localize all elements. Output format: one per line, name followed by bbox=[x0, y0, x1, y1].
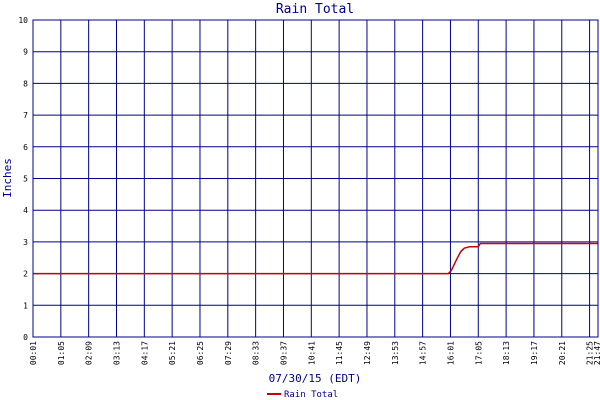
x-tick-label: 00:01 bbox=[29, 341, 38, 365]
x-tick-label: 21:25 bbox=[586, 341, 595, 365]
x-tick-label: 16:01 bbox=[446, 341, 455, 365]
x-tick-label: 06:25 bbox=[196, 341, 205, 365]
chart-title: Rain Total bbox=[276, 2, 354, 17]
y-tick-labels: 0 1 2 3 4 5 6 7 8 9 10 bbox=[18, 16, 28, 342]
x-tick-label: 17:05 bbox=[474, 341, 483, 365]
x-tick-labels: 00:01 01:05 02:09 03:13 04:17 05:21 06:25 07:29… bbox=[29, 341, 600, 365]
series-line-rain-total bbox=[33, 242, 598, 275]
series-layer bbox=[33, 242, 598, 275]
x-tick-label: 21:47 bbox=[593, 341, 600, 365]
y-axis-label: Inches bbox=[1, 158, 14, 198]
x-tick-label: 20:21 bbox=[558, 341, 567, 365]
x-tick-label: 11:45 bbox=[335, 341, 344, 365]
plot-border bbox=[32, 19, 599, 338]
x-tick-label: 03:13 bbox=[112, 341, 121, 365]
legend-label-rain-total: Rain Total bbox=[284, 390, 338, 400]
y-tick-label: 9 bbox=[23, 48, 28, 57]
y-tick-label: 3 bbox=[23, 238, 28, 247]
x-tick-label: 18:13 bbox=[502, 341, 511, 365]
x-tick-label: 02:09 bbox=[85, 341, 94, 365]
y-tick-label: 6 bbox=[23, 143, 28, 152]
x-tick-label: 09:37 bbox=[279, 341, 288, 365]
x-axis-label: 07/30/15 (EDT) bbox=[269, 372, 362, 385]
x-tick-label: 13:53 bbox=[391, 341, 400, 365]
x-tick-label: 08:33 bbox=[252, 341, 261, 365]
y-tick-label: 0 bbox=[23, 333, 28, 342]
y-tick-label: 1 bbox=[23, 301, 28, 310]
y-tick-label: 10 bbox=[18, 16, 28, 25]
x-tick-label: 05:21 bbox=[168, 341, 177, 365]
y-tick-label: 8 bbox=[23, 79, 28, 88]
y-tick-label: 7 bbox=[23, 111, 28, 120]
y-tick-label: 2 bbox=[23, 270, 28, 279]
x-tick-label: 01:05 bbox=[57, 341, 66, 365]
x-tick-label: 19:17 bbox=[530, 341, 539, 365]
y-tick-label: 4 bbox=[23, 206, 28, 215]
x-tick-label: 14:57 bbox=[419, 341, 428, 365]
y-tick-label: 5 bbox=[23, 175, 28, 184]
x-tick-label: 04:17 bbox=[140, 341, 149, 365]
x-tick-label: 07:29 bbox=[224, 341, 233, 365]
x-tick-label: 10:41 bbox=[307, 341, 316, 365]
x-tick-label: 12:49 bbox=[363, 341, 372, 365]
